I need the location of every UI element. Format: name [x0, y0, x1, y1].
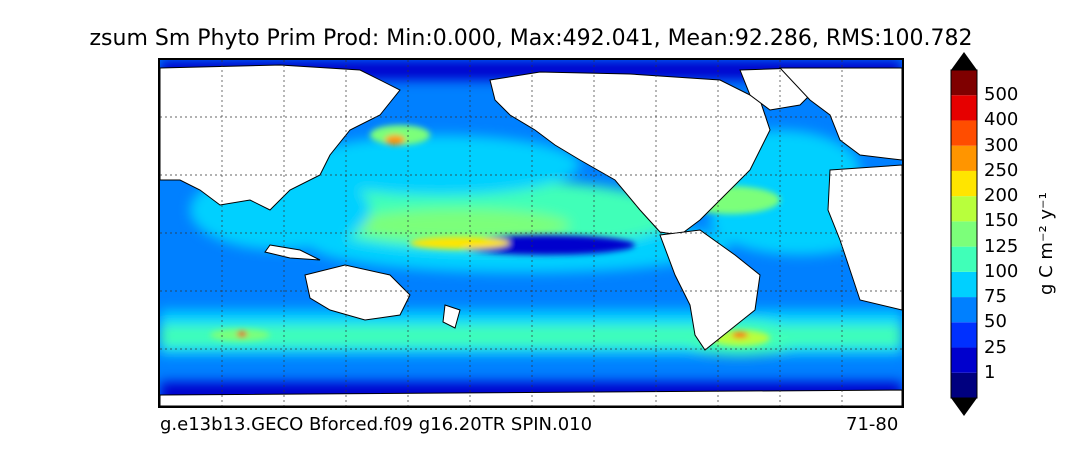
colorbar-tick-label: 50 — [984, 311, 1007, 333]
years-label: 71-80 — [846, 414, 899, 435]
colorbar-segment — [951, 70, 977, 96]
colorbar-tick-label: 250 — [984, 159, 1019, 181]
australia — [304, 264, 411, 321]
colorbar-segment — [951, 271, 977, 298]
map-graticule — [160, 60, 902, 406]
colorbar-segment — [951, 347, 977, 373]
colorbar-tick-label: 125 — [984, 235, 1019, 257]
colorbar-tick-label: 400 — [984, 109, 1019, 131]
land-masses — [160, 64, 902, 406]
eurasia-west — [778, 67, 902, 161]
colorbar-segment — [951, 297, 977, 323]
colorbar-tick-label: 25 — [984, 336, 1007, 358]
colorbar-label: g C m⁻² y⁻¹ — [1036, 192, 1057, 295]
new-zealand — [442, 304, 461, 329]
colorbar-tick-label: 300 — [984, 134, 1019, 156]
colorbar-tick-label: 500 — [984, 84, 1019, 106]
colorbar-tick-label: 200 — [984, 185, 1019, 207]
colorbar-segment — [951, 196, 977, 222]
colorbar-tick-label: 100 — [984, 260, 1019, 282]
colorbar-extend-max — [951, 52, 977, 70]
colorbar-segment — [951, 120, 977, 146]
indonesia — [264, 244, 321, 261]
africa — [827, 164, 902, 311]
map-title: zsum Sm Phyto Prim Prod: Min:0.000, Max:… — [89, 26, 973, 51]
colorbar-segment — [951, 246, 977, 272]
colorbar-border — [950, 69, 978, 399]
colorbar-segment — [951, 170, 977, 197]
eurasia-east — [160, 64, 401, 211]
colorbar-segment — [951, 372, 977, 398]
colorbar-tick-label: 150 — [984, 210, 1019, 232]
colorbar-segment — [951, 145, 977, 171]
south-america — [659, 229, 761, 351]
antarctica — [160, 389, 902, 406]
colorbar-segment — [951, 322, 977, 348]
colorbar-segment — [951, 95, 977, 121]
run-name-label: g.e13b13.GECO Bforced.f09 g16.20TR SPIN.… — [160, 414, 593, 435]
colorbar — [950, 52, 978, 416]
colorbar-tick-label: 75 — [984, 286, 1007, 308]
colorbar-extend-min — [951, 398, 977, 416]
colorbar-segment — [951, 221, 977, 247]
ocean-productivity-map — [160, 60, 902, 406]
map-panel — [158, 58, 904, 408]
colorbar-tick-label: 1 — [984, 361, 996, 383]
